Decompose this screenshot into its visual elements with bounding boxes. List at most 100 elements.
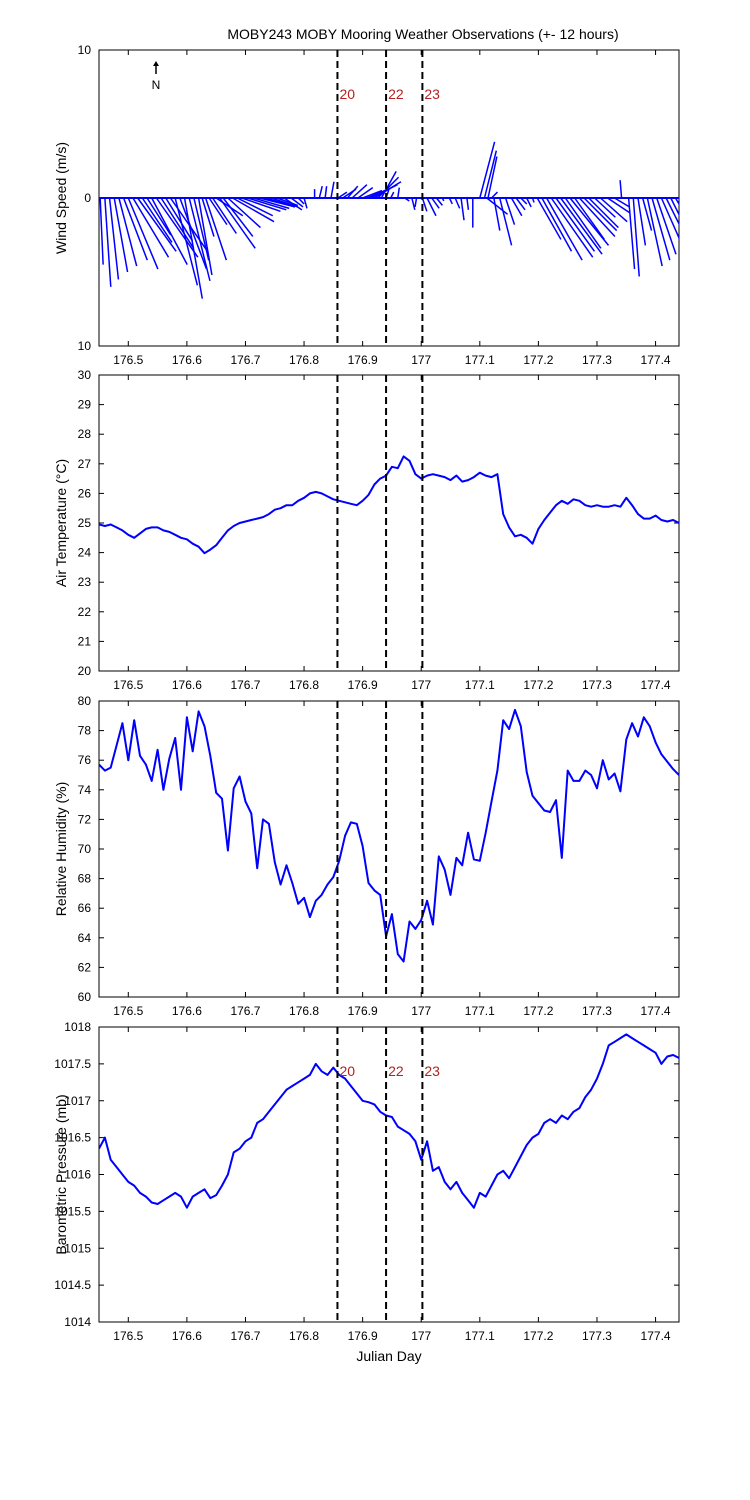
data-point [402,1129,405,1132]
wind-stick [373,181,402,199]
y-tick-label: 80 [78,694,92,708]
data-point [303,497,305,499]
data-point [408,460,411,462]
data-point [613,772,616,775]
data-point [602,505,604,508]
data-point [613,504,616,507]
data-point [496,769,499,772]
data-point [344,834,346,837]
y-tick-label: 23 [78,575,92,589]
data-point [643,716,645,719]
data-point [168,1195,171,1198]
data-point [525,537,528,539]
data-point [666,1055,669,1058]
data-point [561,500,563,502]
wind-stick [127,197,159,270]
data-point [672,519,674,521]
data-point [625,497,628,499]
y-tick-label: 10 [78,43,92,57]
data-point [139,754,141,757]
x-tick-label: 177.4 [641,353,671,367]
data-point [484,831,487,834]
data-point [326,495,329,498]
data-point [479,1192,481,1194]
x-tick-label: 176.8 [289,353,319,367]
data-point [543,519,546,521]
data-point [396,953,399,955]
data-point [420,919,423,921]
wind-stick [541,197,573,252]
wind-stick [290,197,304,208]
data-point [555,799,557,801]
data-point [186,538,188,541]
data-point [127,759,130,761]
data-point [232,525,235,527]
data-point [209,548,212,551]
wind-stick [555,197,596,252]
x-tick-label: 176.6 [172,1329,202,1343]
data-point [654,514,657,517]
data-point [520,725,522,727]
data-point [637,1040,639,1043]
wind-stick [137,197,177,252]
x-tick-label: 176.8 [289,678,319,692]
wind-stick [674,197,679,206]
north-label: N [152,78,161,92]
data-point [191,542,194,545]
data-point [191,750,194,753]
data-point [437,855,440,858]
wind-stick [236,197,274,217]
wind-stick [253,197,290,210]
wind-stick [646,197,663,267]
data-point [303,897,305,899]
data-point [654,1052,657,1054]
data-point [320,492,323,495]
data-point [139,1192,141,1194]
x-tick-label: 177.2 [523,1004,553,1018]
data-point [537,802,540,804]
y-axis-label: Wind Speed (m/s) [53,142,69,254]
data-point [479,471,481,474]
wind-stick [113,197,129,273]
data-point [314,1063,317,1065]
data-point [309,492,311,495]
data-point [150,780,153,782]
x-tick-label: 177.2 [523,353,553,367]
data-point [619,1037,622,1039]
wind-stick [504,197,516,225]
wind-stick [397,187,401,199]
data-point [168,757,171,760]
data-point [379,1111,382,1113]
data-point [150,1201,153,1204]
y-tick-label: 72 [78,812,92,826]
data-point [449,479,452,481]
data-point [461,1192,464,1194]
data-point [566,502,569,505]
x-tick-label: 177.4 [641,678,671,692]
data-point [402,455,405,458]
data-point [566,1118,569,1120]
y-tick-label: 10 [78,339,92,353]
data-point [186,1206,188,1209]
data-point [455,474,458,477]
data-point [244,520,247,523]
data-point [139,532,141,535]
data-point [584,769,587,772]
wind-stick [204,197,228,261]
data-point [578,500,581,502]
data-point [473,858,475,861]
data-point [268,1111,270,1113]
y-tick-label: 30 [78,368,92,382]
x-tick-label: 177.1 [465,678,495,692]
x-tick-label: 176.6 [172,1004,202,1018]
data-point [156,1203,159,1205]
wind-stick [487,156,498,199]
wind-stick [227,197,261,229]
data-point [350,821,352,824]
plot-frame [98,374,680,672]
wind-stick [324,186,328,199]
wind-stick [583,197,618,232]
data-layer [99,1033,679,1209]
y-tick-label: 1017 [64,1094,91,1108]
data-point [625,738,628,741]
